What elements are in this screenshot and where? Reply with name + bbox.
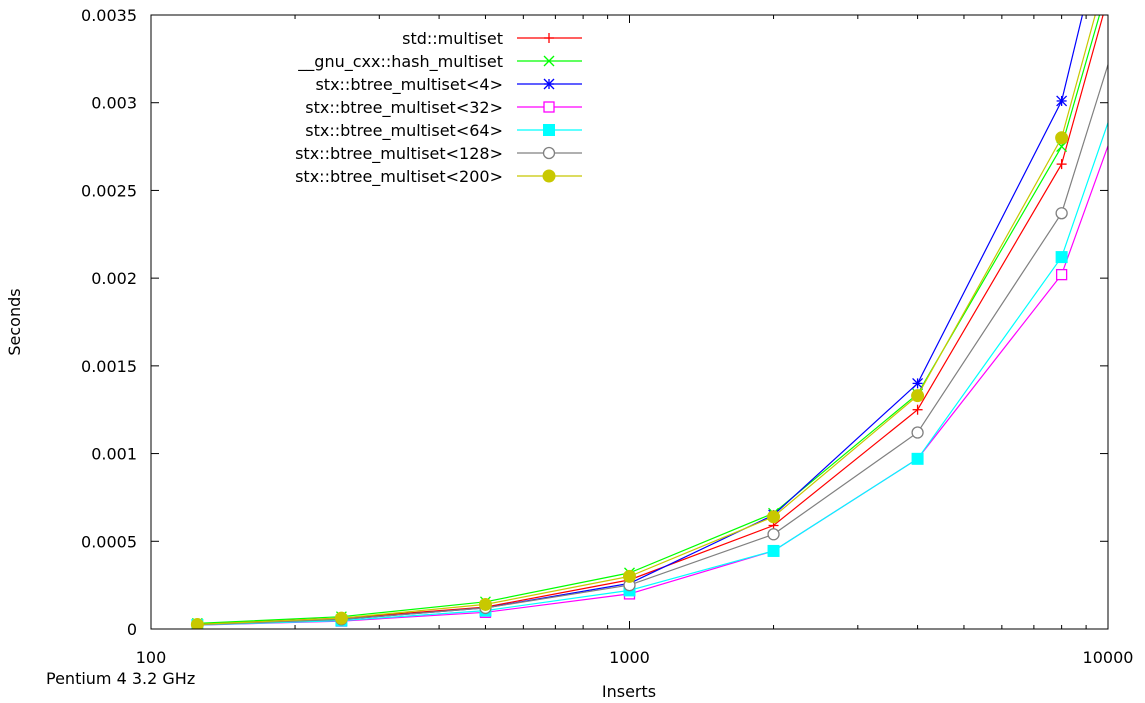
chart-subtitle: Pentium 4 3.2 GHz [46,669,195,688]
legend-entry: stx::btree_multiset<32> [305,98,582,118]
data-point [543,78,555,90]
plot-frame [150,14,1109,630]
data-point [543,55,555,67]
series-line [197,15,1096,625]
data-point [334,611,348,625]
legend-label: stx::btree_multiset<128> [295,144,503,164]
series [191,120,1108,629]
y-tick-label: 0.001 [91,445,137,464]
y-axis-label: Seconds [5,288,24,355]
y-tick-label: 0.003 [91,94,137,113]
data-point [544,33,554,43]
series [191,144,1108,629]
series-line [197,144,1108,626]
y-tick-label: 0.0005 [81,532,137,551]
legend-entry: std::multiset [402,29,582,48]
data-point [1055,268,1068,281]
series [191,15,1101,629]
y-tick-label: 0 [127,620,137,639]
x-tick-label: 10000 [1083,648,1134,667]
legend-entry: stx::btree_multiset<4> [315,75,582,95]
legend-label: stx::btree_multiset<200> [295,167,503,187]
x-axis-label: Inserts [602,682,656,701]
data-point [1055,207,1068,220]
legend-label: stx::btree_multiset<64> [305,121,503,141]
legend-entry: __gnu_cxx::hash_multiset [297,52,582,72]
data-point [543,101,555,113]
series-line [197,120,1108,626]
data-point [767,510,781,524]
series [191,15,1084,629]
axis-ticks: 0 0.0005 0.001 0.0015 0.002 0.0025 0.003 0.0035… [81,6,1133,667]
data-point [478,597,492,611]
legend-label: stx::btree_multiset<4> [315,75,503,95]
legend-entry: stx::btree_multiset<200> [295,167,582,187]
data-point [911,426,924,439]
x-tick-label: 100 [136,648,167,667]
data-point [1055,131,1069,145]
data-point [911,389,925,403]
data-point [1056,159,1067,170]
legend: std::multiset__gnu_cxx::hash_multisetstx… [295,29,582,187]
data-point [543,124,555,136]
legend-label: std::multiset [402,29,503,48]
series [190,15,1096,629]
y-tick-label: 0.002 [91,269,137,288]
series-line [197,62,1108,626]
data-point [767,528,780,541]
legend-label: __gnu_cxx::hash_multiset [297,52,503,72]
data-point [767,544,780,557]
x-tick-label: 1000 [609,648,650,667]
series-line [197,15,1101,624]
data-point [542,146,556,160]
legend-entry: stx::btree_multiset<64> [305,121,582,141]
series [192,15,1104,629]
y-tick-label: 0.0025 [81,181,137,200]
y-tick-label: 0.0035 [81,6,137,25]
data-point [190,617,204,629]
legend-entry: stx::btree_multiset<128> [295,144,582,164]
data-point [912,377,924,389]
data-point [1055,251,1068,264]
series-layer [190,15,1108,629]
data-point [912,404,923,415]
data-point [911,452,924,465]
legend-label: stx::btree_multiset<32> [305,98,503,118]
y-tick-label: 0.0015 [81,357,137,376]
data-point [623,569,636,583]
data-point [542,169,556,183]
series [191,62,1108,629]
data-point [1056,95,1068,107]
